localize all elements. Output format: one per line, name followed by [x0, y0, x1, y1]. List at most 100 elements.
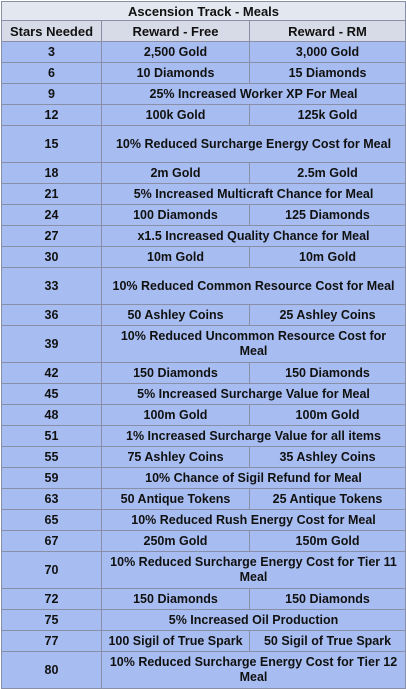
- stars-needed-cell: 51: [1, 425, 102, 447]
- stars-needed-cell: 6: [1, 62, 102, 84]
- stars-needed-cell: 77: [1, 630, 102, 652]
- shared-reward-cell: 5% Increased Oil Production: [100, 609, 406, 631]
- stars-needed-cell: 72: [1, 588, 102, 610]
- stars-needed-cell: 42: [1, 362, 102, 384]
- stars-needed-cell: 18: [1, 162, 102, 184]
- stars-needed-cell: 75: [1, 609, 102, 631]
- table-row: 75 5% Increased Oil Production: [1, 609, 406, 631]
- stars-needed-cell: 21: [1, 183, 102, 205]
- table-row: 33 10% Reduced Common Resource Cost for M…: [1, 267, 406, 305]
- table-row: 45 5% Increased Surcharge Value for Meal: [1, 383, 406, 405]
- shared-reward-cell: 10% Reduced Surcharge Energy Cost for Me…: [100, 125, 406, 163]
- free-reward-cell: 2,500 Gold: [101, 41, 250, 63]
- table-row: 3 2,500 Gold 3,000 Gold: [1, 41, 406, 63]
- table-row: 27 x1.5 Increased Quality Chance for Meal: [1, 225, 406, 247]
- stars-needed-cell: 67: [1, 530, 102, 552]
- table-row: 77 100 Sigil of True Spark 50 Sigil of Tru…: [1, 630, 406, 652]
- shared-reward-cell: 10% Reduced Surcharge Energy Cost for Ti…: [100, 651, 406, 689]
- shared-reward-cell: 10% Chance of Sigil Refund for Meal: [100, 467, 406, 489]
- shared-reward-cell: 1% Increased Surcharge Value for all ite…: [100, 425, 406, 447]
- rm-reward-cell: 3,000 Gold: [248, 41, 406, 63]
- stars-needed-cell: 65: [1, 509, 102, 531]
- table-row: 48 100m Gold 100m Gold: [1, 404, 406, 426]
- table-row: 24 100 Diamonds 125 Diamonds: [1, 204, 406, 226]
- table-row: 63 50 Antique Tokens 25 Antique Tokens: [1, 488, 406, 510]
- rm-reward-cell: 125k Gold: [248, 104, 406, 126]
- shared-reward-cell: x1.5 Increased Quality Chance for Meal: [100, 225, 406, 247]
- table-row: 21 5% Increased Multicraft Chance for Mea…: [1, 183, 406, 205]
- free-reward-cell: 100 Diamonds: [101, 204, 250, 226]
- shared-reward-cell: 10% Reduced Surcharge Energy Cost for Ti…: [100, 551, 406, 589]
- rm-reward-cell: 25 Ashley Coins: [248, 304, 406, 326]
- stars-needed-cell: 59: [1, 467, 102, 489]
- header-reward-rm: Reward - RM: [248, 20, 406, 42]
- free-reward-cell: 150 Diamonds: [101, 588, 250, 610]
- rm-reward-cell: 150 Diamonds: [248, 362, 406, 384]
- stars-needed-cell: 63: [1, 488, 102, 510]
- table-row: 42 150 Diamonds 150 Diamonds: [1, 362, 406, 384]
- stars-needed-cell: 55: [1, 446, 102, 468]
- table-row: 59 10% Chance of Sigil Refund for Meal: [1, 467, 406, 489]
- table-row: 72 150 Diamonds 150 Diamonds: [1, 588, 406, 610]
- stars-needed-cell: 9: [1, 83, 102, 105]
- stars-needed-cell: 48: [1, 404, 102, 426]
- stars-needed-cell: 3: [1, 41, 102, 63]
- free-reward-cell: 2m Gold: [101, 162, 250, 184]
- stars-needed-cell: 27: [1, 225, 102, 247]
- shared-reward-cell: 10% Reduced Common Resource Cost for Mea…: [100, 267, 406, 305]
- shared-reward-cell: 10% Reduced Uncommon Resource Cost for M…: [100, 325, 406, 363]
- stars-needed-cell: 80: [1, 651, 102, 689]
- rm-reward-cell: 100m Gold: [248, 404, 406, 426]
- free-reward-cell: 250m Gold: [101, 530, 250, 552]
- free-reward-cell: 50 Antique Tokens: [101, 488, 250, 510]
- stars-needed-cell: 39: [1, 325, 102, 363]
- rm-reward-cell: 35 Ashley Coins: [248, 446, 406, 468]
- shared-reward-cell: 25% Increased Worker XP For Meal: [100, 83, 406, 105]
- table-header-row: Stars Needed Reward - Free Reward - RM: [1, 20, 406, 42]
- rm-reward-cell: 25 Antique Tokens: [248, 488, 406, 510]
- free-reward-cell: 75 Ashley Coins: [101, 446, 250, 468]
- table-row: 15 10% Reduced Surcharge Energy Cost for …: [1, 125, 406, 163]
- table-row: 36 50 Ashley Coins 25 Ashley Coins: [1, 304, 406, 326]
- free-reward-cell: 100m Gold: [101, 404, 250, 426]
- rm-reward-cell: 10m Gold: [248, 246, 406, 268]
- shared-reward-cell: 5% Increased Multicraft Chance for Meal: [100, 183, 406, 205]
- table-row: 55 75 Ashley Coins 35 Ashley Coins: [1, 446, 406, 468]
- stars-needed-cell: 15: [1, 125, 102, 163]
- free-reward-cell: 100k Gold: [101, 104, 250, 126]
- stars-needed-cell: 12: [1, 104, 102, 126]
- header-stars-needed: Stars Needed: [1, 20, 102, 42]
- table-row: 80 10% Reduced Surcharge Energy Cost for …: [1, 651, 406, 689]
- table-title: Ascension Track - Meals: [0, 1, 406, 21]
- stars-needed-cell: 45: [1, 383, 102, 405]
- table-row: 65 10% Reduced Rush Energy Cost for Meal: [1, 509, 406, 531]
- shared-reward-cell: 5% Increased Surcharge Value for Meal: [100, 383, 406, 405]
- table-row: 51 1% Increased Surcharge Value for all i…: [1, 425, 406, 447]
- free-reward-cell: 50 Ashley Coins: [101, 304, 250, 326]
- shared-reward-cell: 10% Reduced Rush Energy Cost for Meal: [100, 509, 406, 531]
- free-reward-cell: 10 Diamonds: [101, 62, 250, 84]
- table-row: 6 10 Diamonds 15 Diamonds: [1, 62, 406, 84]
- rm-reward-cell: 150 Diamonds: [248, 588, 406, 610]
- table-title-row: Ascension Track - Meals: [0, 1, 406, 21]
- rm-reward-cell: 50 Sigil of True Spark: [248, 630, 406, 652]
- table-row: 18 2m Gold 2.5m Gold: [1, 162, 406, 184]
- free-reward-cell: 10m Gold: [101, 246, 250, 268]
- free-reward-cell: 100 Sigil of True Spark: [101, 630, 250, 652]
- table-row: 67 250m Gold 150m Gold: [1, 530, 406, 552]
- table-row: 12 100k Gold 125k Gold: [1, 104, 406, 126]
- stars-needed-cell: 36: [1, 304, 102, 326]
- header-reward-free: Reward - Free: [101, 20, 250, 42]
- stars-needed-cell: 24: [1, 204, 102, 226]
- rm-reward-cell: 150m Gold: [248, 530, 406, 552]
- stars-needed-cell: 70: [1, 551, 102, 589]
- table-body: 3 2,500 Gold 3,000 Gold 6 10 Diamonds 15 Diam…: [1, 41, 406, 689]
- table-row: 9 25% Increased Worker XP For Meal: [1, 83, 406, 105]
- table-row: 39 10% Reduced Uncommon Resource Cost for…: [1, 325, 406, 363]
- table-row: 30 10m Gold 10m Gold: [1, 246, 406, 268]
- rm-reward-cell: 15 Diamonds: [248, 62, 406, 84]
- stars-needed-cell: 33: [1, 267, 102, 305]
- table-row: 70 10% Reduced Surcharge Energy Cost for …: [1, 551, 406, 589]
- stars-needed-cell: 30: [1, 246, 102, 268]
